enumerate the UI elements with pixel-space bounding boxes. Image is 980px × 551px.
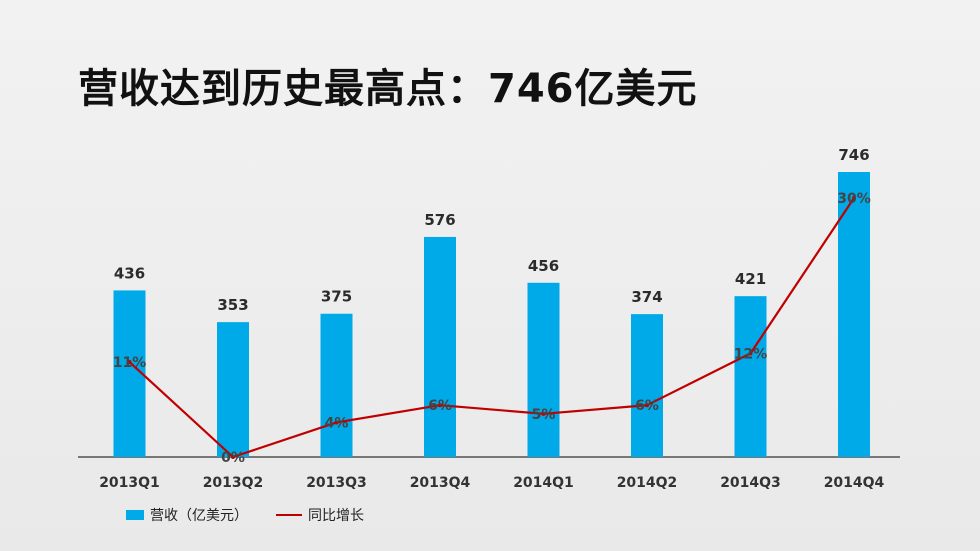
bar-value-label: 421 [735,270,766,288]
growth-label: 12% [734,346,768,362]
growth-label: 6% [428,398,452,414]
growth-label: 11% [113,355,147,371]
growth-label: 4% [325,415,349,431]
x-tick-label: 2014Q3 [720,475,781,491]
bar-value-label: 576 [424,211,455,229]
bar-2013Q1 [113,290,146,457]
legend-label-revenue: 营收（亿美元） [150,508,248,524]
x-tick-label: 2013Q4 [410,475,471,491]
growth-label: 0% [221,450,245,466]
growth-line [128,197,855,459]
legend-label-growth: 同比增长 [308,508,364,524]
growth-point-2014Q4 [852,196,856,200]
bar-2014Q1 [527,282,560,457]
bar-value-label: 746 [838,146,869,164]
bar-value-label: 456 [528,257,559,275]
bar-2013Q2 [217,322,249,457]
x-tick-label: 2014Q4 [824,475,885,491]
growth-point-2013Q1 [127,360,132,365]
growth-point-2014Q1 [541,411,546,416]
x-tick-label: 2013Q2 [203,475,264,491]
bar-2013Q3 [320,313,353,457]
growth-label: 30% [837,191,871,207]
x-tick-label: 2014Q1 [513,475,574,491]
page-title: 营收达到历史最高点：746亿美元 [78,66,698,112]
growth-point-2014Q2 [645,403,649,408]
x-tick-label: 2013Q1 [99,475,160,491]
x-tick-label: 2013Q3 [306,475,367,491]
chart-legend: 营收（亿美元） 同比增长 [126,505,364,525]
growth-point-2013Q2 [231,455,235,459]
legend-line-swatch [276,514,302,516]
legend-bar-swatch [126,510,144,520]
growth-point-2014Q3 [748,351,753,356]
bar-2014Q2 [631,314,663,457]
bar-value-label: 375 [321,288,352,306]
bar-value-label: 353 [217,296,248,314]
bar-2013Q4 [424,236,456,457]
bar-2014Q3 [734,296,767,457]
bar-value-label: 374 [631,288,662,306]
growth-point-2013Q3 [334,420,339,425]
growth-label: 5% [532,407,556,423]
legend-item-revenue: 营收（亿美元） [126,505,248,525]
x-tick-label: 2014Q2 [617,475,678,491]
bar-2014Q4 [838,172,870,457]
bar-value-label: 436 [114,264,145,282]
legend-item-growth: 同比增长 [276,505,364,525]
growth-point-2013Q4 [438,403,442,408]
growth-label: 6% [635,398,659,414]
